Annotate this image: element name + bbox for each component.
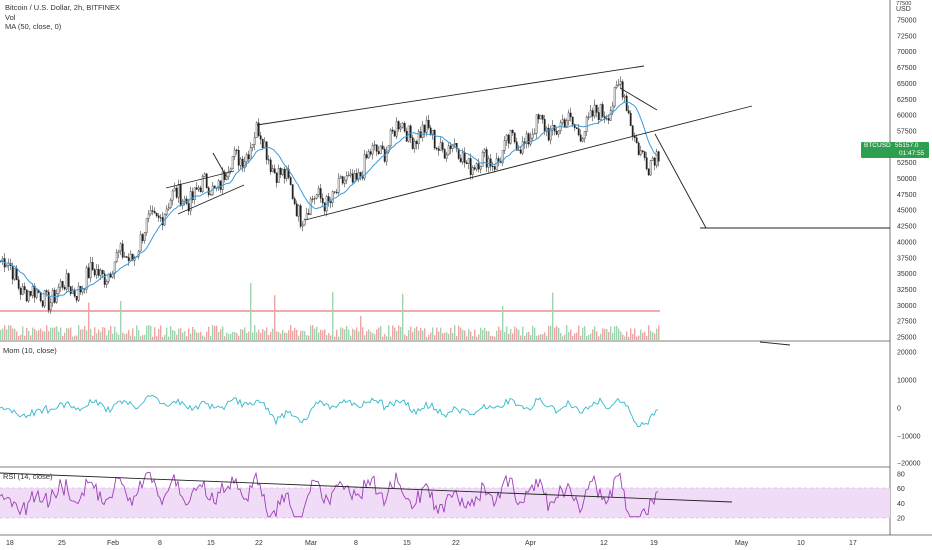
mom-legend: Mom (10, close) [3, 346, 57, 355]
momentum-line [0, 394, 659, 428]
rsi-trendline [0, 472, 733, 503]
rsi-tick-label: 80 [897, 471, 905, 478]
time-tick-label: 15 [207, 540, 215, 547]
vol-legend: Vol [5, 13, 16, 22]
peak-wedge-line [619, 87, 658, 111]
channel-lower-line [304, 105, 753, 221]
pane-dividers [0, 0, 932, 536]
price-tick-label: 42500 [897, 224, 917, 231]
time-tick-label: Mar [305, 540, 318, 547]
time-tick-label: 25 [58, 540, 66, 547]
rsi-legend: RSI (14, close) [3, 472, 53, 481]
time-tick-label: 10 [797, 540, 805, 547]
price-tick-label: 45000 [897, 208, 917, 215]
trendline-drawings[interactable] [0, 65, 890, 503]
time-tick-label: 15 [403, 540, 411, 547]
last-price-value: 55157.0 [895, 142, 919, 149]
price-tick-label: 35000 [897, 271, 917, 278]
price-candles [0, 76, 660, 314]
mom-tick-label: 0 [897, 406, 901, 413]
projection-down-line [654, 133, 707, 229]
price-axis[interactable]: 75000 72500 70000 67500 65000 62500 60000 57500… [897, 18, 917, 342]
flag-lower-line [177, 184, 245, 215]
price-tick-label: 67500 [897, 65, 917, 72]
price-tick-label: 25000 [897, 335, 917, 342]
ma-50-line [0, 101, 659, 298]
price-tick-label: 72500 [897, 33, 917, 40]
time-tick-label: 12 [600, 540, 608, 547]
price-tick-label: 60000 [897, 113, 917, 120]
rsi-axis[interactable]: 80 60 40 20 [897, 471, 905, 522]
time-tick-label: Apr [525, 540, 537, 547]
flag-upper-line [165, 170, 235, 189]
last-price-symbol: BTCUSD [864, 142, 891, 149]
mom-tick-label: 10000 [897, 378, 917, 385]
time-tick-label: 22 [255, 540, 263, 547]
last-price-tag: BTCUSD 55157.0 01:47:55 [861, 142, 929, 158]
price-tick-label: 52500 [897, 160, 917, 167]
mom-axis[interactable]: 20000 10000 0 −10000 −20000 [897, 350, 921, 468]
mom-tick-label: −20000 [897, 461, 921, 468]
price-axis-unit: USD [896, 6, 911, 13]
channel-upper-line [256, 65, 645, 126]
mom-tick-label: 20000 [897, 350, 917, 357]
mom-tick-label: −10000 [897, 434, 921, 441]
bar-countdown: 01:47:55 [899, 150, 925, 157]
rsi-tick-label: 60 [897, 486, 905, 493]
mom-segment-line [759, 341, 791, 346]
price-tick-label: 65000 [897, 81, 917, 88]
time-tick-label: Feb [107, 540, 119, 547]
time-tick-label: 18 [6, 540, 14, 547]
price-tick-label: 32500 [897, 287, 917, 294]
time-axis[interactable]: 18 25 Feb 8 15 22 Mar 8 15 22 Apr 12 19 May 10 17 [6, 540, 857, 547]
price-axis-top-label: 77500 [896, 1, 911, 7]
time-tick-label: 8 [354, 540, 358, 547]
rsi-tick-label: 40 [897, 501, 905, 508]
price-tick-label: 37500 [897, 255, 917, 262]
price-tick-label: 47500 [897, 192, 917, 199]
price-tick-label: 75000 [897, 18, 917, 25]
time-tick-label: May [735, 540, 749, 547]
volume-bars [0, 283, 660, 340]
time-tick-label: 17 [849, 540, 857, 547]
rsi-tick-label: 20 [897, 516, 905, 523]
rsi-line [0, 471, 659, 518]
price-tick-label: 50000 [897, 176, 917, 183]
price-tick-label: 40000 [897, 239, 917, 246]
price-tick-label: 62500 [897, 97, 917, 104]
price-tick-label: 27500 [897, 319, 917, 326]
flag-pole-line [212, 152, 227, 177]
ma-legend: MA (50, close, 0) [5, 22, 62, 31]
time-tick-label: 8 [158, 540, 162, 547]
rsi-band [0, 488, 890, 518]
time-tick-label: 19 [650, 540, 658, 547]
price-tick-label: 57500 [897, 128, 917, 135]
chart-title: Bitcoin / U.S. Dollar, 2h, BITFINEX [5, 3, 121, 12]
price-tick-label: 30000 [897, 303, 917, 310]
price-tick-label: 70000 [897, 49, 917, 56]
time-tick-label: 22 [452, 540, 460, 547]
